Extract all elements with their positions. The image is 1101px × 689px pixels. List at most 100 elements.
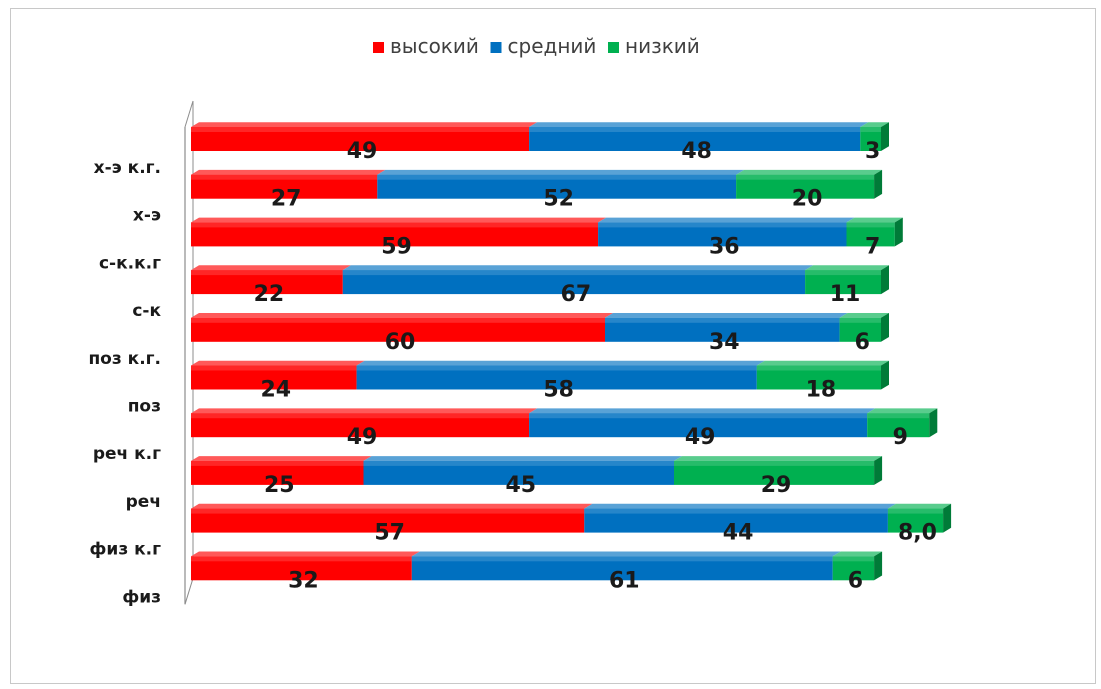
value-label: 67 <box>561 282 592 307</box>
bar-side-face <box>929 408 938 438</box>
bar-segment-низкий <box>805 265 889 295</box>
bar-top-face <box>860 122 889 127</box>
bar-segment-средний <box>605 313 848 342</box>
bar-highlight <box>839 317 881 323</box>
bar-highlight <box>342 270 806 276</box>
bar-segment-низкий <box>887 503 952 533</box>
legend: высокий средний низкий <box>373 34 700 58</box>
bar-highlight <box>191 365 357 371</box>
bar-row <box>191 122 889 151</box>
bar-row <box>191 360 889 390</box>
bar-top-face <box>529 408 876 414</box>
bar-row <box>191 265 889 295</box>
value-labels: 49 48 3 27 52 20 59 36 7 22 67 11 60 34 6 24 58 18 49 49 9 25… <box>254 139 937 593</box>
bar-top-face <box>191 551 420 557</box>
bar-side-face <box>881 122 889 151</box>
bar-segment-средний <box>363 456 682 485</box>
legend-item-2: низкий <box>608 34 700 58</box>
value-label: 48 <box>681 139 712 164</box>
value-label: 6 <box>848 568 863 593</box>
bar-front-face <box>584 508 888 533</box>
value-label: 57 <box>374 521 405 546</box>
value-label: 27 <box>271 187 302 212</box>
value-label: 11 <box>830 282 861 307</box>
bar-segment-высокий <box>191 360 365 390</box>
category-label: поз <box>128 397 161 417</box>
category-label: с-к <box>132 301 161 321</box>
bar-highlight <box>377 174 737 180</box>
bar-front-face <box>860 127 881 151</box>
category-label: реч <box>126 492 161 512</box>
bar-segment-средний <box>598 217 855 247</box>
value-label: 34 <box>709 330 740 355</box>
bar-highlight <box>191 508 585 514</box>
bar-segment-низкий <box>736 169 883 199</box>
bar-highlight <box>584 508 888 514</box>
bar-segment-низкий <box>860 122 889 151</box>
bar-row <box>191 169 883 199</box>
bar-top-face <box>839 313 889 318</box>
bar-side-face <box>881 265 889 295</box>
legend-label: высокий <box>390 34 479 58</box>
bar-highlight <box>191 556 412 562</box>
bar-row <box>191 503 952 533</box>
bar-segment-средний <box>377 169 745 199</box>
bar-segment-низкий <box>846 217 903 247</box>
value-label: 32 <box>288 568 319 593</box>
value-label: 22 <box>254 282 285 307</box>
bar-row <box>191 313 889 342</box>
value-label: 49 <box>347 425 378 450</box>
bar-segment-средний <box>356 360 765 390</box>
category-label: х-э <box>133 206 161 226</box>
bar-segment-высокий <box>191 551 420 581</box>
category-label: х-э к.г. <box>94 158 161 178</box>
bar-highlight <box>846 222 895 228</box>
bar-row <box>191 408 938 438</box>
bar-top-face <box>363 456 682 461</box>
value-label: 58 <box>543 378 574 403</box>
bar-top-face <box>846 217 903 223</box>
bar-highlight <box>756 365 881 371</box>
legend-swatch <box>608 42 619 53</box>
bar-top-face <box>867 408 938 414</box>
value-label: 61 <box>609 568 640 593</box>
bar-highlight <box>860 127 881 132</box>
value-label: 45 <box>505 473 536 498</box>
legend-swatch <box>490 42 502 53</box>
bar-highlight <box>191 413 530 419</box>
value-label: 44 <box>723 521 754 546</box>
category-label: физ <box>122 587 161 607</box>
category-label: с-к.к.г <box>99 253 161 273</box>
bar-highlight <box>736 174 875 180</box>
bar-side-face <box>881 360 889 390</box>
value-label: 8,0 <box>898 521 937 546</box>
axis-wall-bottom <box>184 578 194 605</box>
value-label: 7 <box>865 234 880 259</box>
legend-item-0: высокий <box>373 34 479 58</box>
value-label: 49 <box>685 425 716 450</box>
category-label: реч к.г <box>93 444 161 464</box>
bar-front-face <box>191 508 585 533</box>
chart-area: высокий средний низкий 49 48 3 27 52 20 59 36 7 22 6… <box>10 8 1096 684</box>
value-label: 20 <box>792 187 823 212</box>
value-label: 49 <box>347 139 378 164</box>
value-label: 52 <box>543 187 574 212</box>
bar-side-face <box>894 217 903 247</box>
bar-top-face <box>191 217 607 223</box>
bar-top-face <box>356 360 765 366</box>
bar-highlight <box>191 222 599 228</box>
bar-side-face <box>943 503 952 533</box>
bar-highlight <box>191 174 378 180</box>
bar-top-face <box>191 408 538 414</box>
bar-top-face <box>736 169 883 175</box>
bar-highlight <box>411 556 833 562</box>
bar-segment-низкий <box>756 360 889 390</box>
legend-label: средний <box>508 34 597 58</box>
axis-wall-top <box>184 100 194 128</box>
bar-segment-высокий <box>191 408 538 438</box>
bar-top-face <box>674 456 883 461</box>
bar-top-face <box>411 551 841 557</box>
bar-top-face <box>191 122 538 127</box>
bar-segment-высокий <box>191 503 593 533</box>
bar-highlight <box>605 317 840 323</box>
